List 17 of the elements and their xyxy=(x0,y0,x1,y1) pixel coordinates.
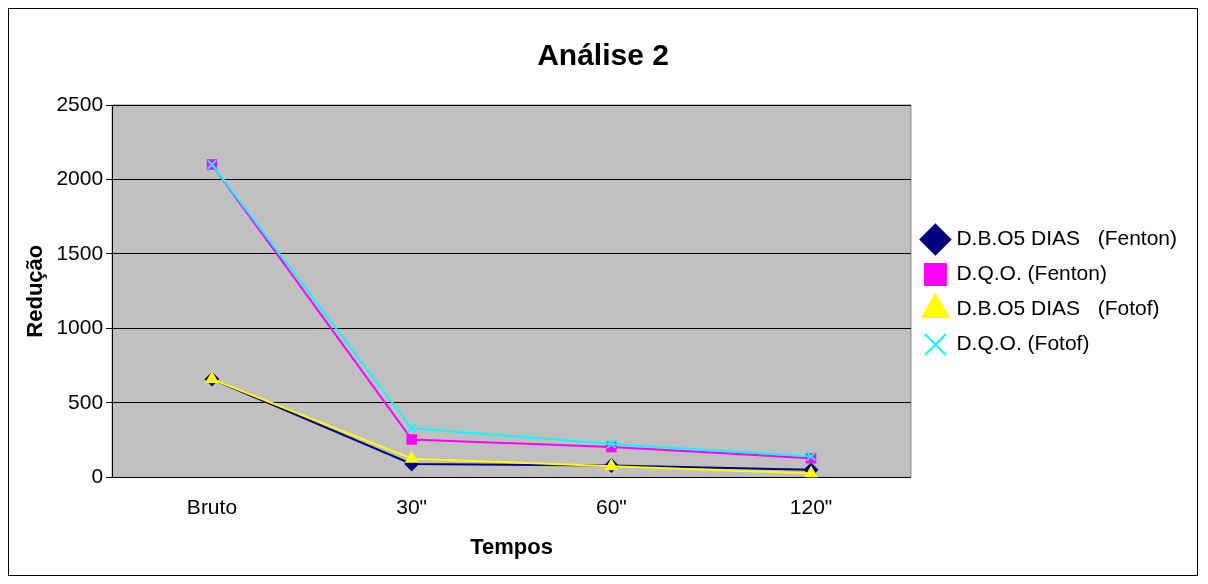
legend-label: D.Q.O. (Fenton) xyxy=(956,261,1107,285)
x-tick-label: 120" xyxy=(789,494,833,518)
x-tick-label: 30" xyxy=(396,494,428,518)
legend-label: D.Q.O. (Fotof) xyxy=(956,331,1090,355)
y-tick-label: 2000 xyxy=(56,166,104,190)
y-tick-label: 500 xyxy=(68,389,104,413)
y-tick-label: 2500 xyxy=(56,91,104,115)
x-axis-title: Tempos xyxy=(470,533,553,559)
y-axis-title: Redução xyxy=(22,244,48,338)
legend-label: D.B.O5 DIAS (Fotof) xyxy=(956,296,1160,320)
y-tick-label: 0 xyxy=(91,464,104,488)
x-tick-label: 60" xyxy=(595,494,627,518)
chart-title: Análise 2 xyxy=(537,38,669,72)
y-tick-label: 1000 xyxy=(56,315,104,339)
legend-label: D.B.O5 DIAS (Fenton) xyxy=(956,226,1178,250)
x-tick-label: Bruto xyxy=(186,494,238,518)
y-tick-label: 1500 xyxy=(56,240,104,264)
